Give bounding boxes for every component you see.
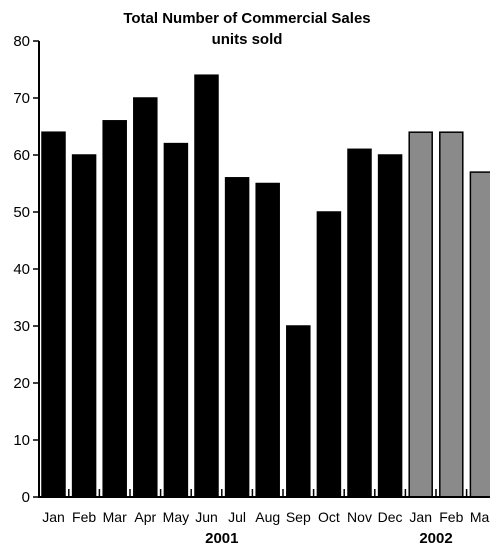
bar — [316, 211, 342, 498]
year-labels: 2001 2002 — [205, 530, 453, 544]
x-tick-label: Feb — [72, 509, 96, 525]
x-tick-label: Jul — [228, 509, 246, 525]
bar — [194, 74, 219, 498]
chart-title: Total Number of Commercial Sales — [123, 10, 370, 27]
y-tick-label: 70 — [13, 90, 30, 107]
x-tick-label: Dec — [378, 509, 403, 525]
y-tick-label: 40 — [13, 261, 30, 278]
y-tick-label: 10 — [13, 432, 30, 449]
y-tick-label: 20 — [13, 375, 30, 392]
y-axis-ticks: 0 10 20 30 40 50 60 70 80 — [13, 33, 39, 506]
x-tick-label: May — [163, 509, 189, 525]
bar — [347, 148, 372, 498]
x-tick-label: Oct — [318, 509, 340, 525]
x-tick-label: Mar — [470, 509, 490, 525]
bar — [224, 177, 250, 498]
year-label: 2001 — [205, 530, 238, 544]
bar — [255, 182, 280, 498]
y-tick-label: 30 — [13, 318, 30, 335]
x-tick-label: Jan — [42, 509, 65, 525]
x-tick-label: Sep — [286, 509, 311, 525]
bar — [102, 120, 127, 498]
bar — [41, 131, 66, 498]
bar — [133, 97, 158, 498]
year-label: 2002 — [419, 530, 452, 544]
y-tick-label: 60 — [13, 147, 30, 164]
bar — [377, 154, 403, 498]
y-tick-label: 80 — [13, 33, 30, 50]
x-tick-label: Apr — [134, 509, 156, 525]
chart-subtitle: units sold — [212, 31, 283, 48]
x-tick-label: Mar — [103, 509, 127, 525]
y-tick-label: 50 — [13, 204, 30, 221]
bar — [469, 171, 490, 498]
x-tick-label: Jun — [195, 509, 218, 525]
bar — [71, 154, 97, 498]
bar — [286, 325, 311, 498]
x-tick-label: Nov — [347, 509, 372, 525]
x-axis-ticks: Jan Feb Mar Apr May Jun Jul Aug Sep Oct Nov Dec Jan F… — [42, 489, 490, 525]
x-tick-label: Feb — [439, 509, 463, 525]
bar — [163, 142, 189, 498]
x-tick-label: Aug — [255, 509, 280, 525]
y-tick-label: 0 — [22, 489, 30, 506]
bars — [41, 74, 490, 498]
x-tick-label: Jan — [409, 509, 432, 525]
bar — [408, 131, 433, 498]
bar — [439, 131, 464, 498]
